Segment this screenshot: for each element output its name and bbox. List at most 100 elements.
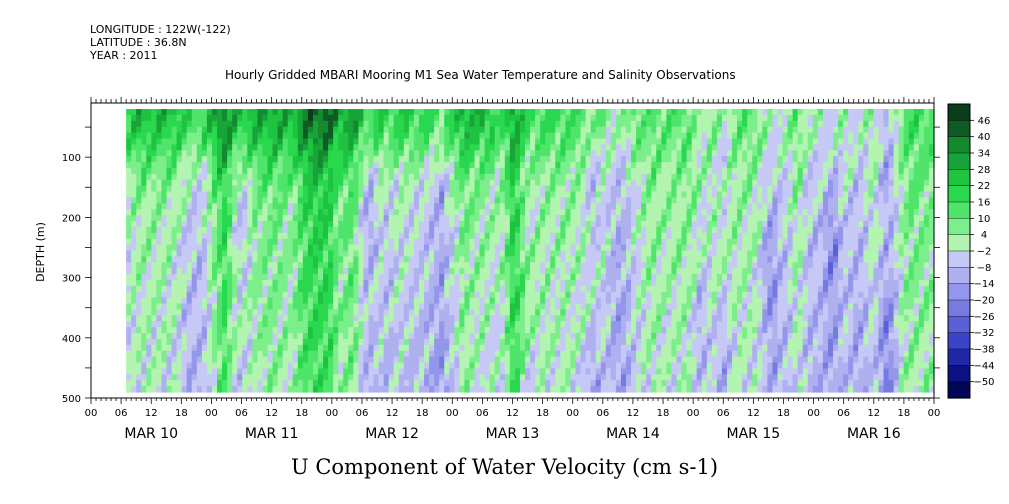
heat-cell xyxy=(489,250,496,257)
heat-cell xyxy=(393,238,400,246)
heat-cell xyxy=(600,167,607,175)
heat-cell xyxy=(136,327,142,334)
heat-cell xyxy=(636,380,642,387)
heat-cell xyxy=(363,232,370,240)
heat-cell xyxy=(514,338,521,346)
heat-cell xyxy=(474,167,481,175)
heat-cell xyxy=(247,226,253,234)
heat-cell xyxy=(222,203,228,210)
heat-cell xyxy=(484,167,491,175)
heat-cell xyxy=(631,268,637,275)
heat-cell xyxy=(131,162,137,169)
heat-cell xyxy=(181,179,188,187)
heat-cell xyxy=(277,374,284,381)
heat-cell xyxy=(297,279,304,287)
heat-cell xyxy=(383,250,390,257)
heat-cell xyxy=(126,132,132,140)
heat-cell xyxy=(252,262,259,269)
heat-cell xyxy=(191,238,198,246)
heat-cell xyxy=(323,368,329,375)
heat-cell xyxy=(323,167,329,175)
heat-cell xyxy=(641,197,647,204)
heat-cell xyxy=(393,120,400,128)
heat-cell xyxy=(626,327,632,334)
heat-cell xyxy=(595,156,602,163)
heat-cell xyxy=(408,150,415,157)
heat-cell xyxy=(484,144,491,151)
heat-cell xyxy=(525,114,531,122)
heat-cell xyxy=(307,144,314,151)
heat-cell xyxy=(585,120,592,128)
heat-cell xyxy=(580,291,587,299)
heat-cell xyxy=(540,303,546,311)
heat-cell xyxy=(580,203,587,210)
heat-cell xyxy=(156,274,163,281)
heat-cell xyxy=(509,156,516,163)
heat-cell xyxy=(232,209,238,216)
heat-cell xyxy=(595,244,602,252)
heat-cell xyxy=(146,138,152,145)
heat-cell xyxy=(206,138,213,145)
heat-cell xyxy=(358,250,365,257)
heat-cell xyxy=(287,232,294,240)
heat-cell xyxy=(136,356,142,364)
heat-cell xyxy=(626,279,632,287)
heat-cell xyxy=(424,238,430,246)
heat-cell xyxy=(131,333,137,340)
heat-cell xyxy=(267,209,274,216)
heat-cell xyxy=(338,256,344,263)
heat-cell xyxy=(560,109,567,116)
heat-cell xyxy=(494,285,501,293)
heat-cell xyxy=(525,380,531,387)
heat-cell xyxy=(434,226,440,234)
heat-cell xyxy=(418,380,425,387)
heat-cell xyxy=(186,244,193,252)
heat-cell xyxy=(318,238,324,246)
heat-cell xyxy=(464,268,471,275)
heat-cell xyxy=(176,215,183,222)
heat-cell xyxy=(358,279,365,287)
heat-cell xyxy=(595,380,602,387)
heat-cell xyxy=(161,386,168,393)
heat-cell xyxy=(373,268,380,275)
heat-cell xyxy=(626,120,632,128)
heat-cell xyxy=(333,138,339,145)
heat-cell xyxy=(454,162,460,169)
heat-cell xyxy=(560,350,567,358)
heat-cell xyxy=(499,356,506,364)
heat-cell xyxy=(217,303,223,311)
heat-cell xyxy=(257,238,264,246)
heat-cell xyxy=(247,179,253,187)
heat-cell xyxy=(413,250,420,257)
heat-cell xyxy=(424,132,430,140)
heat-cell xyxy=(646,333,652,340)
heat-cell xyxy=(166,144,173,151)
heat-cell xyxy=(535,209,541,216)
heat-cell xyxy=(550,162,556,169)
heat-cell xyxy=(641,250,647,257)
heat-cell xyxy=(444,114,450,122)
heat-cell xyxy=(368,250,375,257)
heat-cell xyxy=(479,279,486,287)
heat-cell xyxy=(626,291,632,299)
heat-cell xyxy=(242,232,248,240)
heat-cell xyxy=(166,274,173,281)
heat-cell xyxy=(393,268,400,275)
heat-cell xyxy=(398,162,405,169)
heat-cell xyxy=(388,309,395,316)
heat-cell xyxy=(439,297,445,305)
heat-cell xyxy=(605,179,612,187)
heat-cell xyxy=(302,244,309,252)
heat-cell xyxy=(469,386,476,393)
heat-cell xyxy=(353,362,359,369)
heat-cell xyxy=(418,191,425,199)
heat-cell xyxy=(631,191,637,199)
heat-cell xyxy=(484,344,491,352)
heat-cell xyxy=(257,185,264,193)
heat-cell xyxy=(146,362,152,369)
heat-cell xyxy=(540,262,546,269)
heat-cell xyxy=(413,327,420,334)
heat-cell xyxy=(494,120,501,128)
heat-cell xyxy=(434,126,440,134)
heat-cell xyxy=(297,209,304,216)
